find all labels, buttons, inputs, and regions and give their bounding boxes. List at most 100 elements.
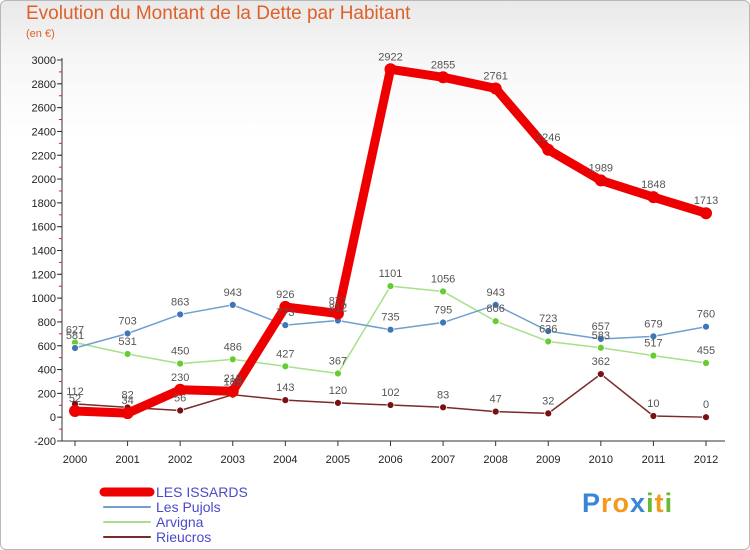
chart-title: Evolution du Montant de la Dette par Hab… bbox=[26, 3, 411, 24]
data-point bbox=[281, 362, 290, 371]
data-label: 773 bbox=[276, 307, 294, 319]
data-label: 531 bbox=[118, 336, 136, 348]
brand-letter: t bbox=[654, 488, 665, 518]
data-point bbox=[649, 412, 658, 420]
chart-subtitle: (en €) bbox=[26, 28, 55, 40]
y-tick-label: 600 bbox=[38, 341, 56, 353]
data-label: 581 bbox=[66, 330, 84, 342]
brand-letter: x bbox=[630, 488, 647, 518]
data-label: 52 bbox=[69, 393, 81, 405]
data-label: 517 bbox=[644, 338, 662, 350]
x-tick-label: 2000 bbox=[63, 454, 87, 466]
data-point bbox=[491, 301, 500, 309]
data-label: 2761 bbox=[483, 70, 507, 82]
y-tick-label: 2800 bbox=[32, 79, 56, 91]
data-point bbox=[123, 350, 132, 358]
brand-logo: Proxiti bbox=[582, 488, 673, 519]
y-tick-label: 2000 bbox=[32, 174, 56, 186]
data-point bbox=[491, 317, 500, 326]
legend-label: Rieucros bbox=[156, 529, 211, 545]
data-label: 636 bbox=[539, 323, 557, 335]
data-label: 102 bbox=[381, 387, 399, 399]
brand-letter: i bbox=[664, 488, 674, 518]
data-label: 120 bbox=[329, 385, 347, 397]
data-label: 486 bbox=[224, 341, 242, 353]
data-point bbox=[386, 325, 395, 334]
data-label: 2855 bbox=[431, 59, 455, 71]
data-label: 657 bbox=[592, 321, 610, 333]
x-tick-label: 2001 bbox=[115, 454, 139, 466]
data-point bbox=[544, 327, 553, 336]
data-point bbox=[544, 409, 553, 418]
x-tick-label: 2005 bbox=[326, 454, 350, 466]
y-tick-label: 2600 bbox=[32, 103, 56, 115]
data-label: 806 bbox=[486, 303, 504, 315]
data-label: 735 bbox=[381, 312, 399, 324]
data-label: 10 bbox=[647, 398, 659, 410]
y-tick-label: 800 bbox=[38, 317, 56, 329]
data-label: 83 bbox=[437, 389, 449, 401]
data-label: 760 bbox=[697, 309, 715, 321]
data-point bbox=[437, 71, 450, 84]
legend-label: LES ISSARDS bbox=[156, 484, 248, 500]
data-point bbox=[176, 406, 185, 415]
y-tick-label: 1200 bbox=[32, 269, 56, 281]
data-label: 0 bbox=[703, 399, 709, 411]
x-tick-label: 2007 bbox=[431, 454, 455, 466]
x-tick-label: 2008 bbox=[483, 454, 507, 466]
x-tick-label: 2009 bbox=[536, 454, 560, 466]
data-label: 112 bbox=[66, 386, 84, 398]
y-tick-label: -200 bbox=[34, 436, 56, 448]
data-label: 143 bbox=[276, 382, 294, 394]
data-point bbox=[176, 310, 185, 319]
data-point bbox=[700, 207, 712, 220]
data-point bbox=[596, 370, 605, 378]
data-point bbox=[121, 407, 134, 420]
data-label: 943 bbox=[486, 287, 504, 299]
data-point bbox=[439, 287, 447, 296]
legend-label: Les Pujols bbox=[156, 499, 221, 515]
data-point bbox=[228, 301, 237, 309]
data-point bbox=[279, 300, 292, 313]
data-label: 795 bbox=[434, 305, 452, 317]
y-tick-label: 0 bbox=[50, 412, 56, 424]
y-tick-label: 1800 bbox=[32, 198, 56, 210]
data-point bbox=[439, 403, 447, 412]
data-point bbox=[386, 282, 395, 290]
data-label: 362 bbox=[592, 356, 610, 368]
data-point bbox=[702, 322, 710, 331]
data-label: 450 bbox=[171, 346, 189, 358]
x-tick-label: 2011 bbox=[642, 454, 666, 466]
data-point bbox=[542, 143, 555, 156]
y-tick-label: 200 bbox=[38, 388, 56, 400]
data-label: 1101 bbox=[379, 268, 403, 280]
data-label: 218 bbox=[224, 373, 242, 385]
data-point bbox=[702, 413, 710, 422]
x-tick-label: 2002 bbox=[168, 454, 192, 466]
data-label: 56 bbox=[174, 393, 186, 405]
brand-letter: o bbox=[612, 488, 631, 518]
x-tick-label: 2006 bbox=[378, 454, 402, 466]
data-label: 455 bbox=[697, 345, 715, 357]
y-tick-label: 1600 bbox=[32, 222, 56, 234]
data-label: 703 bbox=[118, 315, 136, 327]
data-label: 1056 bbox=[431, 273, 455, 285]
data-point bbox=[334, 398, 342, 407]
data-label: 871 bbox=[329, 295, 347, 307]
data-label: 2246 bbox=[536, 132, 560, 144]
x-tick-label: 2012 bbox=[694, 454, 718, 466]
y-tick-label: 400 bbox=[38, 365, 56, 377]
data-point bbox=[491, 407, 500, 416]
data-label: 943 bbox=[224, 287, 242, 299]
data-label: 1848 bbox=[641, 179, 665, 191]
data-point bbox=[331, 307, 344, 320]
legend-label: Arvigna bbox=[156, 514, 204, 530]
data-point bbox=[174, 383, 187, 396]
data-point bbox=[281, 321, 290, 330]
data-point bbox=[226, 385, 239, 398]
data-point bbox=[228, 355, 237, 364]
y-tick-label: 3000 bbox=[32, 55, 56, 67]
data-label: 583 bbox=[592, 330, 610, 342]
x-tick-label: 2003 bbox=[221, 454, 245, 466]
data-point bbox=[281, 396, 290, 405]
